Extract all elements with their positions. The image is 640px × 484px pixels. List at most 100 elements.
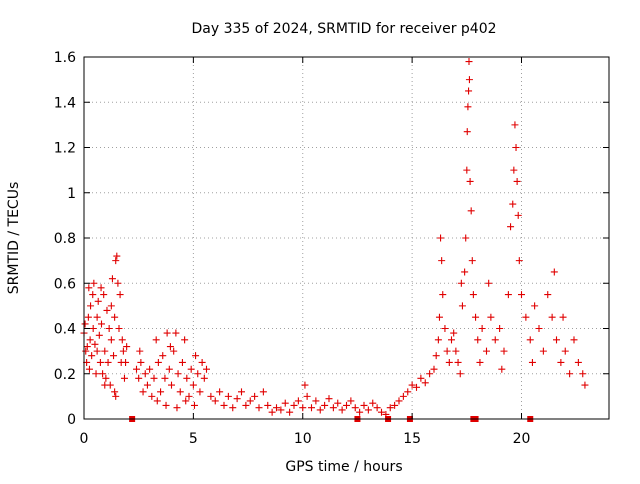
data-point	[467, 207, 475, 215]
data-point	[439, 291, 447, 299]
data-point	[115, 325, 123, 332]
data-point	[82, 347, 90, 355]
data-point	[290, 401, 298, 409]
data-point	[238, 388, 245, 396]
data-point	[183, 374, 191, 382]
data-point	[454, 358, 462, 366]
data-point	[430, 365, 438, 373]
data-point	[504, 291, 512, 299]
data-point	[273, 404, 280, 412]
data-point	[101, 347, 109, 355]
y-tick-label: 0.4	[54, 322, 76, 338]
data-point	[162, 401, 170, 409]
chart-title: Day 335 of 2024, SRMTID for receiver p40…	[191, 21, 496, 37]
data-point	[172, 329, 180, 337]
data-point	[515, 257, 523, 265]
data-point	[308, 404, 315, 412]
data-point	[351, 404, 359, 412]
data-point	[463, 166, 471, 174]
data-point	[452, 347, 460, 355]
data-point	[118, 336, 126, 344]
data-point	[356, 408, 364, 416]
x-axis-label: GPS time / hours	[285, 459, 402, 475]
data-point	[510, 166, 518, 174]
data-point	[100, 291, 108, 299]
data-point	[448, 336, 455, 344]
gridlines	[84, 57, 609, 419]
data-point	[94, 297, 102, 305]
data-point	[83, 343, 91, 351]
data-point	[187, 365, 195, 373]
data-point	[185, 392, 193, 400]
data-point	[137, 358, 145, 366]
data-point	[312, 397, 320, 405]
data-point	[522, 313, 530, 321]
data-point	[166, 343, 174, 351]
data-point	[174, 370, 182, 378]
data-point	[122, 358, 130, 366]
data-point	[434, 336, 442, 344]
x-tick-label: 20	[513, 431, 531, 447]
data-point	[84, 313, 92, 321]
data-point	[548, 313, 556, 321]
data-point	[113, 252, 121, 260]
data-point	[476, 358, 484, 366]
data-point	[443, 347, 451, 355]
data-point	[509, 200, 517, 208]
data-point	[469, 291, 477, 299]
data-point	[399, 392, 407, 400]
data-point	[192, 352, 200, 360]
data-point	[461, 268, 469, 276]
data-point	[343, 401, 350, 409]
data-point	[426, 370, 434, 378]
data-point	[168, 381, 175, 389]
x-tick-label: 0	[80, 431, 89, 447]
data-point	[570, 336, 578, 344]
data-point	[432, 352, 440, 360]
data-point	[112, 392, 120, 400]
axis-ticks: 0 5 10 15 20 0 0.2 0.4 0.6 0.8 1 1.2 1.4 1.6	[54, 50, 609, 447]
data-point	[152, 336, 160, 344]
data-point	[321, 401, 329, 409]
data-point	[268, 408, 276, 416]
data-point	[281, 399, 289, 407]
data-point	[347, 397, 355, 405]
data-point	[93, 313, 101, 321]
data-point	[229, 404, 237, 412]
data-point	[579, 370, 587, 378]
data-point	[437, 234, 445, 242]
data-point	[170, 347, 178, 355]
data-point	[111, 313, 119, 321]
data-point	[457, 279, 465, 287]
data-point	[105, 325, 113, 332]
data-point	[535, 325, 543, 332]
x-tick-label: 5	[189, 431, 198, 447]
data-point	[369, 399, 377, 407]
data-point	[303, 392, 311, 400]
data-point	[465, 87, 473, 95]
data-point	[87, 302, 95, 310]
data-point	[176, 388, 184, 396]
data-point	[96, 358, 104, 366]
data-point	[207, 392, 215, 400]
data-point	[89, 325, 97, 332]
data-point	[165, 365, 173, 373]
data-point	[139, 388, 147, 396]
data-point	[286, 408, 294, 416]
data-point	[334, 399, 342, 407]
data-point	[566, 370, 574, 378]
data-points	[80, 58, 589, 418]
y-tick-label: 1.4	[54, 95, 76, 111]
y-tick-label: 1.2	[54, 141, 76, 157]
data-point	[478, 325, 486, 332]
data-point	[101, 381, 109, 389]
data-point	[316, 406, 324, 414]
data-point	[378, 408, 385, 416]
data-point	[173, 404, 181, 412]
data-point	[325, 395, 333, 403]
data-point	[550, 268, 558, 276]
y-axis-label: SRMTID / TECUs	[6, 182, 22, 295]
data-point	[242, 401, 250, 409]
data-point	[93, 347, 101, 355]
y-tick-label: 1	[67, 186, 76, 202]
